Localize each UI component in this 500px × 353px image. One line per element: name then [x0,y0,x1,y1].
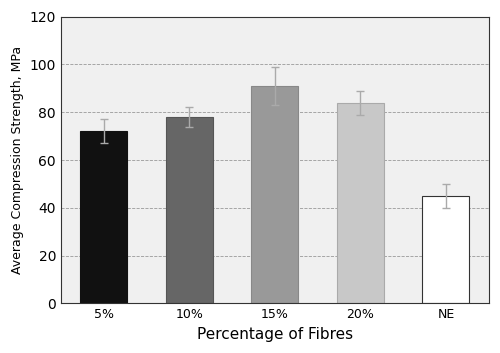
X-axis label: Percentage of Fibres: Percentage of Fibres [197,327,353,342]
Bar [80,131,128,304]
Bar [166,117,213,304]
Y-axis label: Average Compression Strength, MPa: Average Compression Strength, MPa [11,46,24,274]
Bar [252,86,298,304]
Bar [337,103,384,304]
Bar [422,196,470,304]
